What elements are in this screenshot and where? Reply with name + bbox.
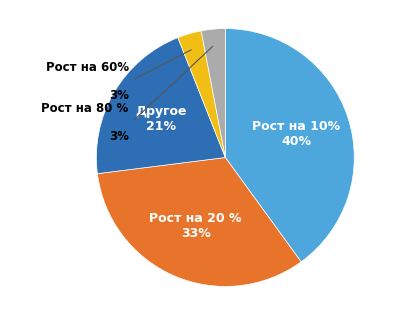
Wedge shape — [178, 31, 225, 158]
Text: 3%: 3% — [109, 130, 129, 143]
Text: Рост на 80 %: Рост на 80 % — [41, 102, 129, 115]
Wedge shape — [97, 158, 301, 286]
Text: Рост на 20 %
33%: Рост на 20 % 33% — [150, 212, 242, 240]
Text: Рост на 60%: Рост на 60% — [45, 61, 129, 74]
Wedge shape — [225, 29, 354, 262]
Wedge shape — [96, 37, 225, 174]
Text: Рост на 10%
40%: Рост на 10% 40% — [253, 120, 341, 148]
Text: Другое
21%: Другое 21% — [135, 106, 187, 134]
Text: 3%: 3% — [109, 89, 129, 102]
Wedge shape — [201, 29, 225, 158]
